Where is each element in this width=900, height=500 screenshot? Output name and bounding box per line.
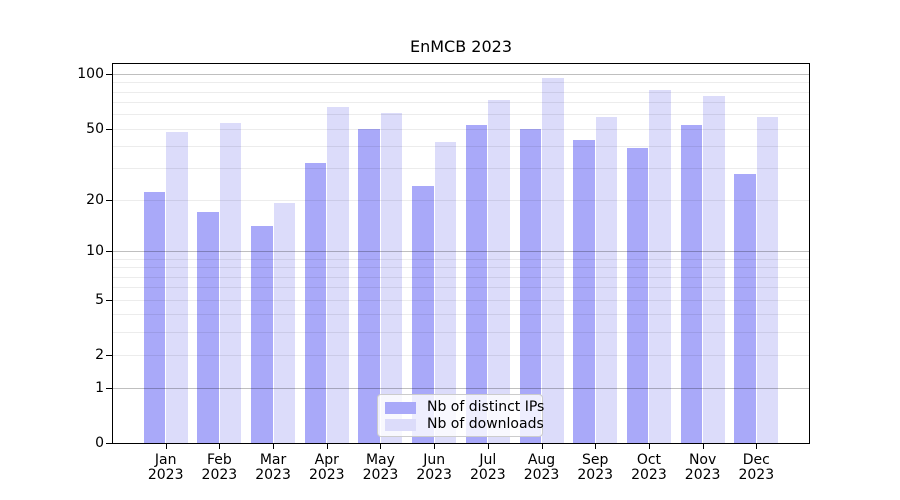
x-tick-mark-oct	[648, 444, 650, 449]
bar-distinct-ips-mar	[251, 226, 273, 444]
bar-distinct-ips-jul	[465, 125, 488, 444]
bar-distinct-ips-sep	[573, 140, 595, 444]
x-tick-mark-aug	[541, 444, 543, 449]
y-tick-label-50: 50	[86, 120, 104, 137]
x-tick-label-jan: Jan 2023	[147, 452, 184, 483]
bar-distinct-ips-jan	[143, 192, 166, 444]
gridline-90	[113, 82, 809, 83]
gridline-70	[113, 102, 809, 103]
bar-downloads-nov	[703, 95, 725, 444]
gridline-7	[113, 277, 809, 278]
y-tick-mark-50	[106, 128, 112, 130]
legend: Nb of distinct IPs Nb of downloads	[377, 394, 544, 437]
x-tick-label-sep: Sep 2023	[577, 452, 614, 483]
bar-downloads-mar	[273, 203, 296, 444]
bar-distinct-ips-apr	[304, 163, 327, 444]
y-tick-label-0: 0	[95, 435, 104, 451]
gridline-1	[113, 388, 809, 389]
y-tick-label-1: 1	[95, 379, 104, 396]
gridline-20	[113, 200, 809, 201]
bar-distinct-ips-may	[358, 128, 380, 444]
gridline-40	[113, 146, 809, 147]
bar-distinct-ips-oct	[626, 147, 649, 444]
x-tick-label-mar: Mar 2023	[255, 452, 291, 483]
x-tick-mark-jun	[434, 444, 436, 449]
gridline-10	[113, 251, 809, 252]
bar-downloads-aug	[542, 77, 564, 444]
x-tick-mark-sep	[595, 444, 597, 449]
bar-downloads-dec	[756, 116, 779, 444]
gridline-50	[113, 129, 809, 130]
x-tick-mark-may	[380, 444, 382, 449]
bar-distinct-ips-dec	[734, 173, 756, 444]
y-tick-label-20: 20	[86, 191, 104, 208]
y-tick-mark-1	[106, 387, 112, 389]
gridline-8	[113, 267, 809, 268]
y-tick-mark-2	[106, 355, 112, 357]
y-tick-mark-20	[106, 199, 112, 201]
y-tick-mark-10	[106, 251, 112, 253]
gridline-60	[113, 114, 809, 115]
x-tick-mark-jan	[165, 444, 167, 449]
chart-title: EnMCB 2023	[409, 37, 512, 56]
gridline-80	[113, 92, 809, 93]
x-tick-mark-mar	[273, 444, 275, 449]
legend-label-distinct-ips: Nb of distinct IPs	[427, 399, 545, 415]
gridline-6	[113, 287, 809, 288]
bar-distinct-ips-jun	[412, 185, 434, 444]
y-tick-label-10: 10	[86, 243, 104, 260]
bar-distinct-ips-aug	[519, 128, 542, 444]
x-tick-label-nov: Nov 2023	[684, 452, 721, 483]
y-tick-label-5: 5	[95, 291, 104, 308]
bar-distinct-ips-nov	[680, 125, 703, 444]
y-tick-mark-5	[106, 299, 112, 301]
legend-entry-downloads: Nb of downloads	[385, 416, 544, 433]
x-tick-label-jun: Jun 2023	[416, 452, 452, 483]
x-tick-mark-nov	[702, 444, 704, 449]
x-tick-label-feb: Feb 2023	[201, 452, 238, 483]
bar-downloads-jun	[434, 142, 457, 444]
gridline-2	[113, 355, 809, 356]
bar-downloads-oct	[649, 89, 671, 444]
bar-downloads-jan	[166, 131, 188, 444]
x-tick-mark-apr	[326, 444, 328, 449]
bar-downloads-apr	[327, 106, 349, 444]
gridline-3	[113, 332, 809, 333]
x-tick-label-may: May 2023	[362, 452, 399, 483]
y-tick-label-2: 2	[95, 347, 104, 364]
legend-swatch-distinct-ips	[385, 401, 416, 414]
y-tick-label-100: 100	[77, 65, 104, 82]
gridline-100	[113, 74, 809, 75]
gridline-5	[113, 300, 809, 301]
x-tick-label-dec: Dec 2023	[738, 452, 775, 483]
bar-downloads-sep	[595, 116, 618, 444]
x-tick-label-jul: Jul 2023	[470, 452, 506, 483]
gridline-4	[113, 314, 809, 315]
x-tick-mark-dec	[756, 444, 758, 449]
x-tick-mark-jul	[487, 444, 489, 449]
bar-downloads-may	[380, 112, 403, 444]
bar-distinct-ips-feb	[197, 211, 219, 444]
gridline-9	[113, 259, 809, 260]
legend-entry-distinct-ips: Nb of distinct IPs	[385, 399, 544, 416]
x-tick-label-apr: Apr 2023	[308, 452, 345, 483]
y-tick-mark-100	[106, 73, 112, 75]
y-tick-mark-0	[106, 443, 112, 444]
bar-downloads-feb	[219, 122, 242, 444]
legend-label-downloads: Nb of downloads	[427, 416, 544, 432]
legend-swatch-downloads	[385, 418, 416, 431]
bar-downloads-jul	[488, 99, 510, 444]
gridline-30	[113, 168, 809, 169]
x-tick-label-aug: Aug 2023	[523, 452, 560, 483]
x-tick-mark-feb	[219, 444, 221, 449]
x-tick-label-oct: Oct 2023	[631, 452, 667, 483]
